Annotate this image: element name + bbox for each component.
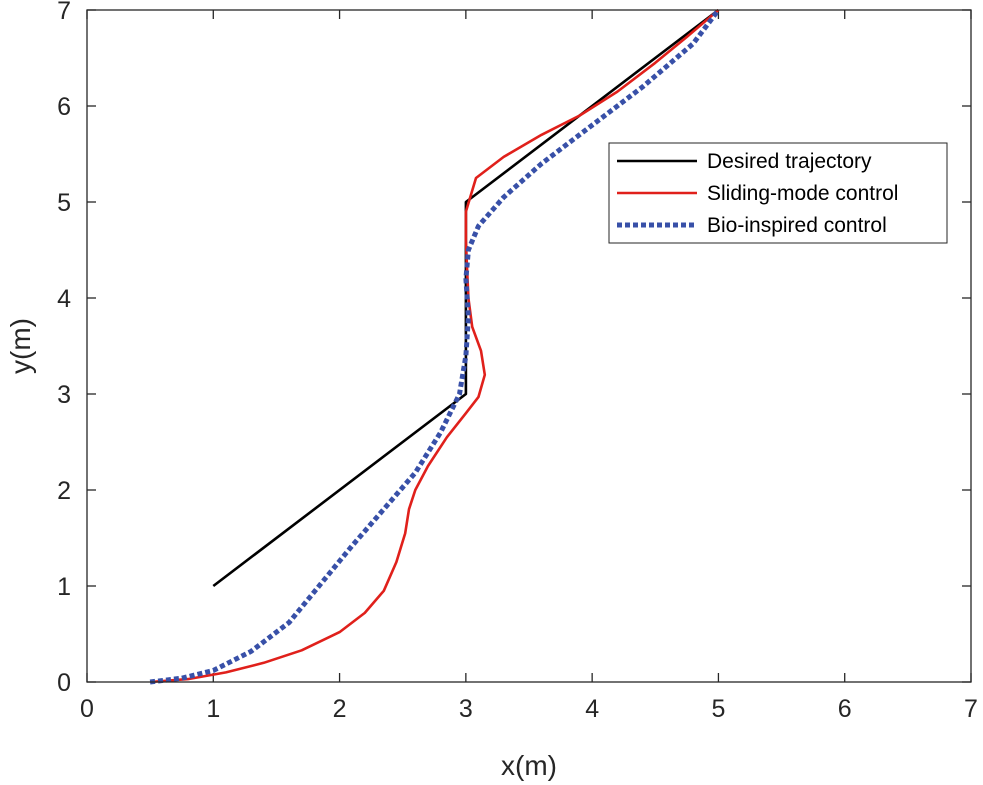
y-tick-label: 4 [57,285,71,313]
y-tick-label: 3 [57,381,71,409]
y-axis-label: y(m) [5,318,36,374]
legend-label-bio: Bio-inspired control [707,214,887,237]
legend-label-sliding: Sliding-mode control [707,182,898,205]
x-tick-label: 3 [459,695,473,723]
y-tick-label: 5 [57,189,71,217]
y-tick-label: 2 [57,477,71,505]
series-bio-inspired-control [149,8,721,685]
y-tick-label: 7 [57,0,71,25]
x-tick-label: 7 [964,695,978,723]
x-axis-label: x(m) [501,750,557,781]
legend-label-desired: Desired trajectory [707,150,872,173]
x-tick-label: 4 [585,695,599,723]
legend: Desired trajectory Sliding-mode control … [608,142,948,244]
x-tick-label: 0 [80,695,94,723]
tick-labels: 0 1 2 3 4 5 6 7 0 1 2 3 4 5 6 7 [57,0,978,723]
plot-area-frame [86,9,972,683]
series-layer [149,8,721,685]
x-tick-label: 5 [711,695,725,723]
x-tick-label: 2 [333,695,347,723]
x-tick-label: 6 [838,695,852,723]
y-tick-label: 6 [57,93,71,121]
x-tick-label: 1 [206,695,220,723]
y-tick-label: 1 [57,573,71,601]
y-tick-label: 0 [57,669,71,697]
series-sliding-mode-control [150,9,720,684]
